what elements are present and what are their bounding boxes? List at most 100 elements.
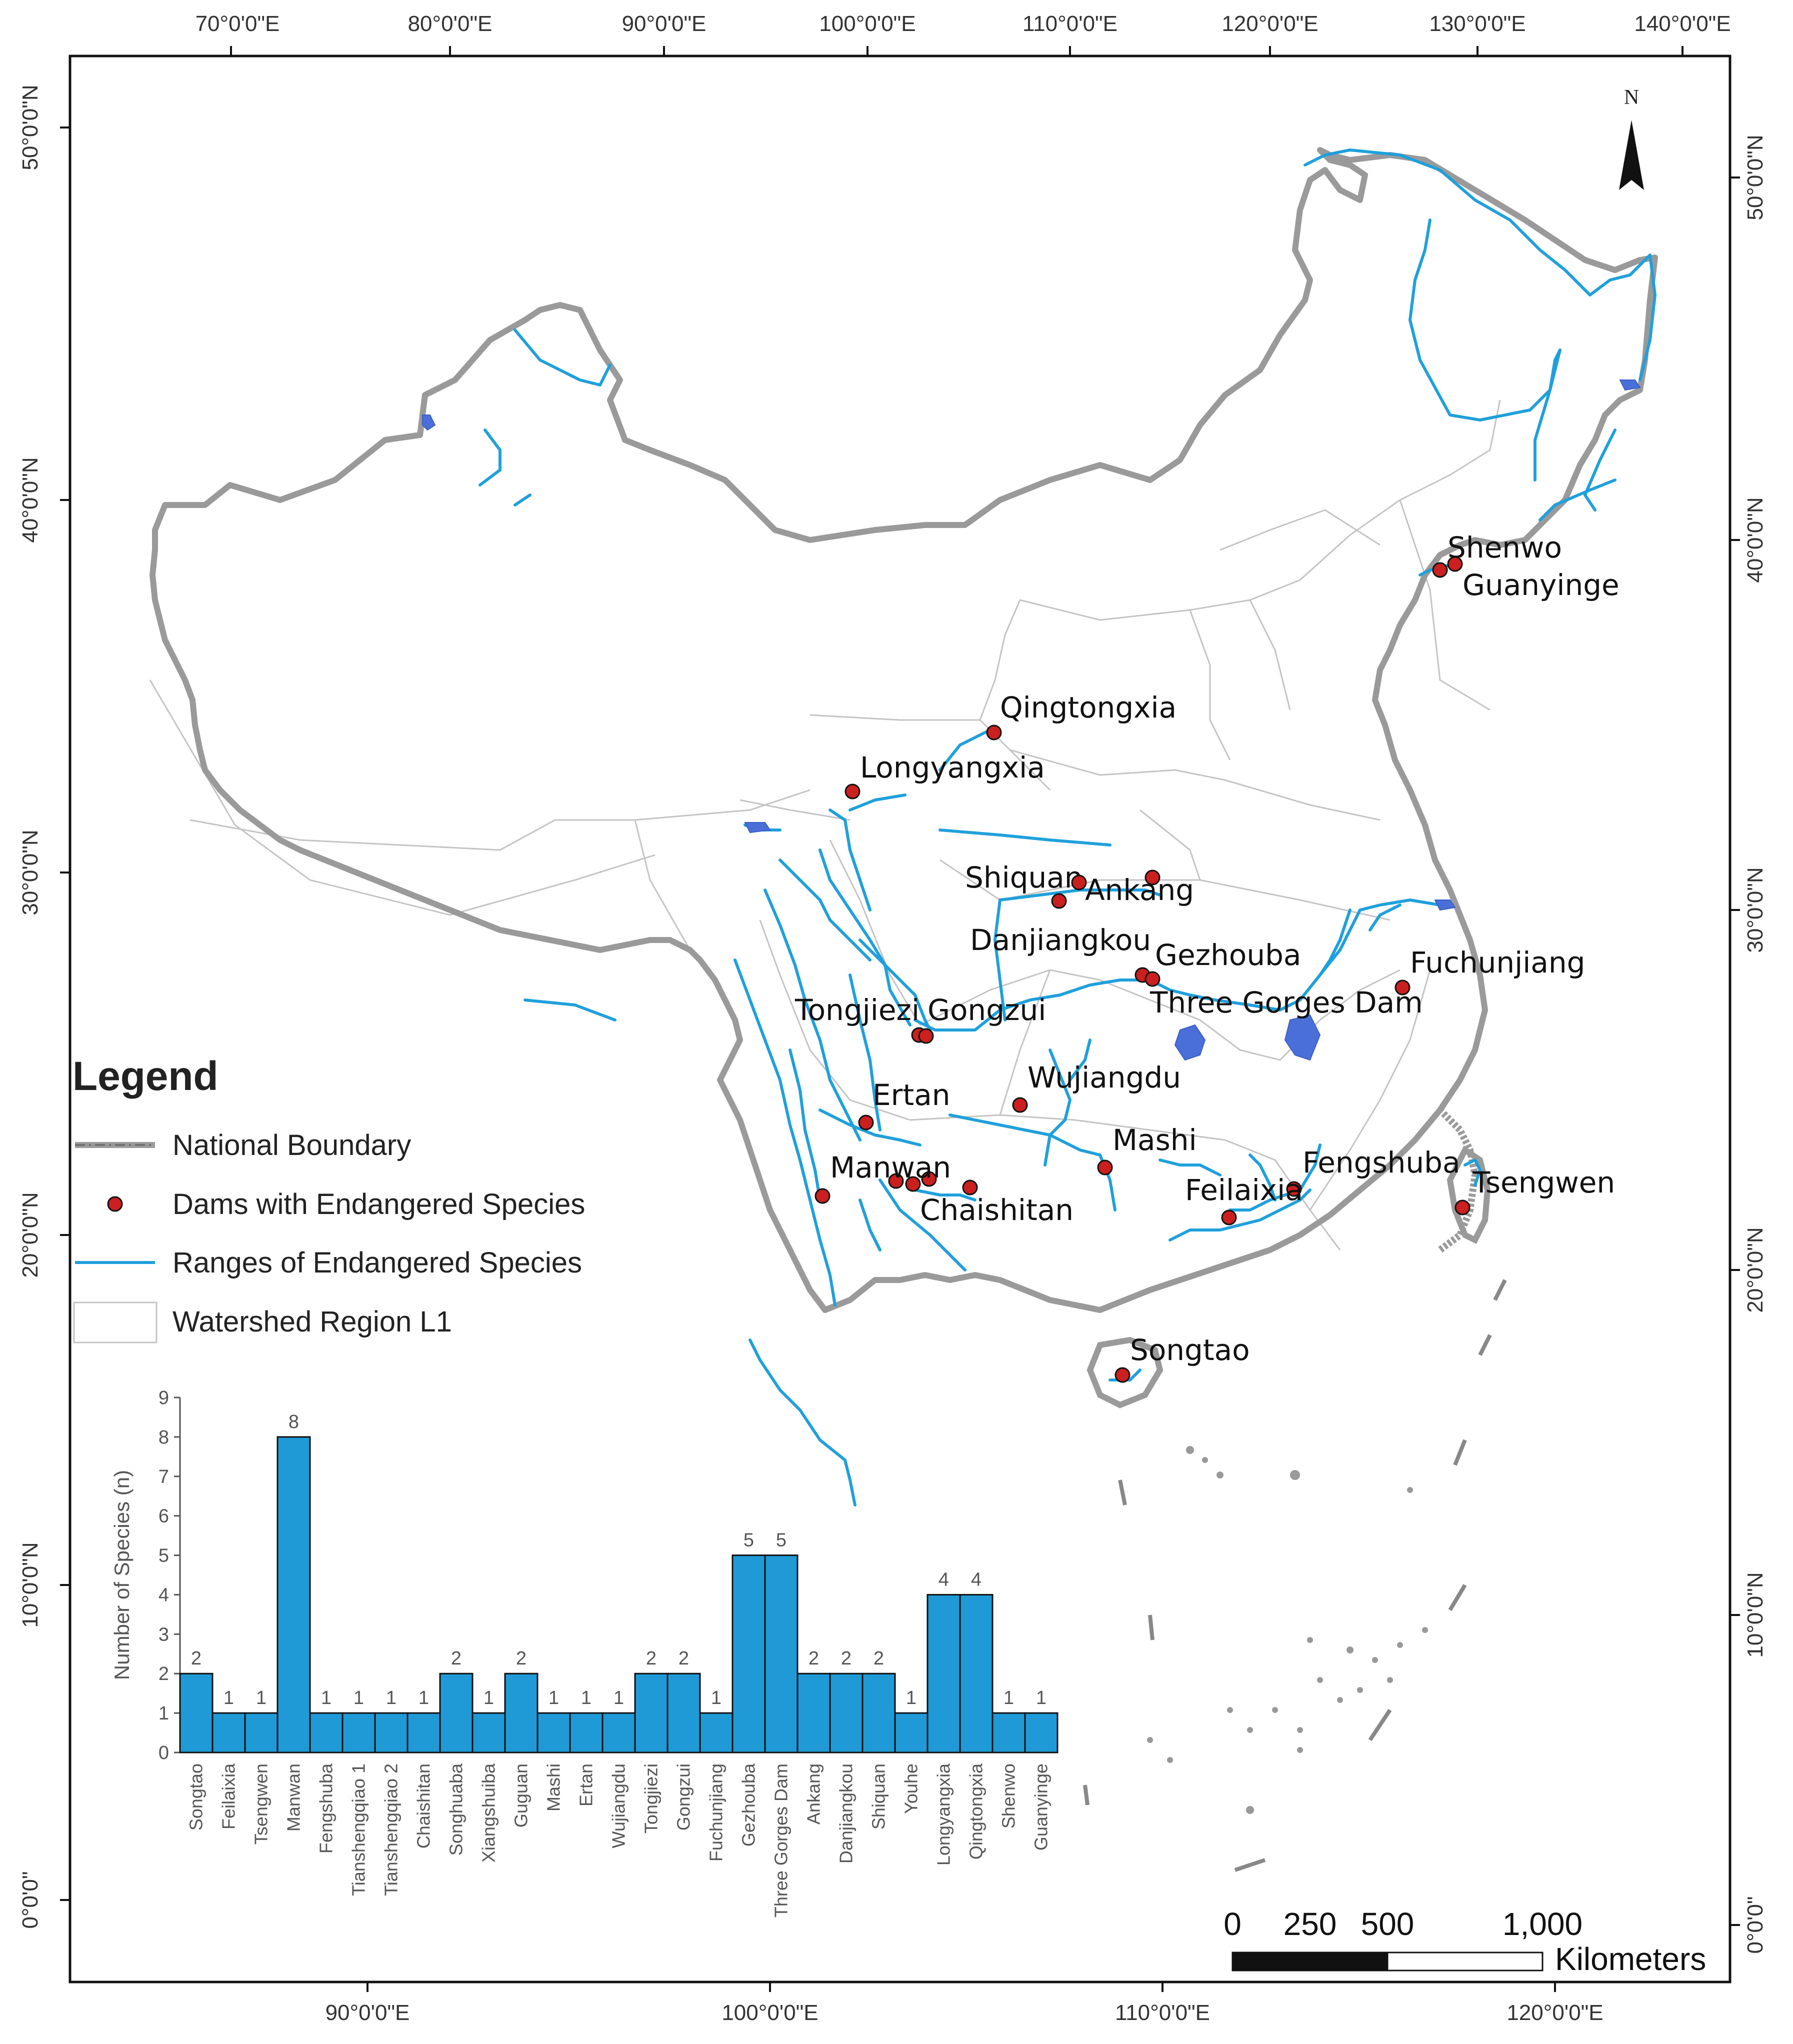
bar (862, 1672, 896, 1754)
bar (634, 1672, 668, 1754)
bar-value-label: 2 (516, 1648, 526, 1669)
bar (699, 1712, 734, 1754)
top-tick-label: 100°0'0"E (819, 12, 916, 36)
bar (796, 1672, 831, 1754)
bar (342, 1712, 376, 1754)
y-tick-label: 0 (158, 1742, 169, 1764)
dam-tongjiezi[interactable]: Tongjiezi (794, 993, 927, 1043)
national-boundary (150, 147, 1658, 1872)
legend-item-dam: Dams with Endangered Species (107, 1188, 585, 1220)
bar-value-label: 4 (971, 1569, 982, 1590)
dam-label: Fuchunjiang (1410, 946, 1585, 980)
dam-feilaixia[interactable]: Feilaixia (1185, 1173, 1303, 1226)
bar-category-label: Shiquan (868, 1764, 889, 1830)
bar-category-label: Qingtongxia (966, 1763, 986, 1860)
scale-label: 250 (1284, 1906, 1337, 1942)
bar-value-label: 2 (451, 1648, 462, 1669)
right-tick-label: 30°0'0"N (1743, 867, 1768, 952)
bottom-axis: 90°0'0"E 100°0'0"E 110°0'0"E 120°0'0"E (326, 1982, 1604, 2025)
dam-manwan[interactable]: Manwan (814, 1150, 951, 1204)
dam-three-gorges[interactable]: Three Gorges Dam (1144, 971, 1423, 1020)
left-tick-label: 30°0'0"N (18, 830, 42, 915)
dam-label: Tsengwen (1472, 1166, 1615, 1200)
dam-fuchunjiang[interactable]: Fuchunjiang (1394, 946, 1585, 996)
bar-category-label: Shenwo (998, 1764, 1019, 1828)
north-label: N (1624, 86, 1639, 109)
left-tick-label: 50°0'0"N (18, 84, 42, 170)
dam-label: Three Gorges Dam (1150, 986, 1423, 1020)
dam-qingtongxia[interactable]: Qingtongxia (986, 690, 1176, 740)
bottom-tick-label: 110°0'0"E (1115, 2000, 1210, 2025)
bar (1024, 1712, 1058, 1754)
dam-gongzui[interactable]: Gongzui (918, 993, 1046, 1044)
bar-value-label: 1 (548, 1688, 559, 1708)
species-bar-chart: 0 1 2 3 4 5 6 7 8 9 Number of Species (n) 2 Songtao 1… (110, 1388, 1058, 1918)
dams: Shenwo Guanyinge Qingtongxia Longyangxia… (794, 530, 1620, 1383)
legend: Legend National Boundary Dams with Endan… (72, 1054, 585, 1344)
dam-ankang[interactable]: Ankang (1085, 870, 1194, 907)
top-tick-label: 140°0'0"E (1634, 12, 1730, 36)
dam-label: Shiquan (965, 860, 1083, 894)
dam-label: Danjiangkou (970, 923, 1151, 957)
bar-category-label: Tianshengqiao 2 (381, 1764, 402, 1896)
bar-category-label: Fengshuba (316, 1763, 336, 1854)
bar-category-label: Wujiangdu (608, 1764, 629, 1848)
y-tick-label: 1 (158, 1703, 169, 1724)
dam-longyangxia[interactable]: Longyangxia (844, 750, 1045, 800)
bar (374, 1712, 408, 1754)
dam-guanyinge[interactable]: Guanyinge (1447, 556, 1620, 602)
bottom-tick-label: 100°0'0"E (722, 2000, 818, 2025)
top-tick-label: 70°0'0"E (196, 12, 280, 36)
legend-item-range: Ranges of Endangered Species (75, 1246, 582, 1279)
dam-wujiangdu[interactable]: Wujiangdu (1012, 1060, 1181, 1113)
bar (602, 1712, 636, 1754)
scale-bar: 0 250 500 1,000 Kilometers (1224, 1906, 1706, 1977)
dam-label: Chaishitan (920, 1193, 1074, 1227)
bar-value-label: 1 (1004, 1688, 1014, 1708)
dam-danjiangkou[interactable]: Danjiangkou (970, 874, 1151, 957)
y-tick-label: 8 (158, 1427, 169, 1448)
right-axis: 50°0'0"N 40°0'0"N 30°0'0"N 20°0'0"N 10°0… (1730, 134, 1768, 1954)
bar-category-label: Manwan (284, 1764, 304, 1832)
dam-gezhouba[interactable]: Gezhouba (1134, 938, 1301, 983)
bar-value-label: 2 (678, 1648, 689, 1669)
bar (764, 1554, 798, 1754)
dam-label: Longyangxia (860, 750, 1045, 784)
dam-shenwo[interactable]: Shenwo (1432, 530, 1562, 578)
bar-value-label: 1 (256, 1688, 266, 1708)
scale-label: 500 (1361, 1906, 1414, 1942)
left-tick-label: 10°0'0"N (18, 1542, 42, 1628)
bar-category-label: Fuchunjiang (706, 1764, 726, 1862)
bar-category-label: Feilaixia (218, 1763, 239, 1830)
right-tick-label: 50°0'0"N (1743, 134, 1768, 220)
bar-category-label: Danjiangkou (836, 1764, 856, 1864)
bar-value-label: 2 (808, 1648, 819, 1669)
dam-shiquan[interactable]: Shiquan (965, 860, 1083, 909)
bar-category-label: Songhuaba (446, 1763, 466, 1856)
dam-label: Mashi (1112, 1123, 1197, 1157)
y-tick-label: 4 (158, 1584, 169, 1606)
bar (244, 1712, 278, 1754)
bar-value-label: 4 (938, 1569, 949, 1590)
dam-mashi[interactable]: Mashi (1097, 1123, 1197, 1176)
top-tick-label: 80°0'0"E (408, 12, 492, 36)
bar (212, 1712, 246, 1754)
y-tick-label: 9 (158, 1388, 169, 1408)
bar-value-label: 1 (386, 1688, 396, 1708)
dam-tsengwen[interactable]: Tsengwen (1454, 1166, 1615, 1216)
bar (472, 1712, 506, 1754)
dam-fengshuba[interactable]: Fengshuba (1286, 1146, 1460, 1197)
dam-label: Gongzui (928, 993, 1046, 1027)
dam-ertan[interactable]: Ertan (858, 1078, 950, 1130)
dam-songtao[interactable]: Songtao (1114, 1333, 1250, 1383)
dam-label: Songtao (1130, 1333, 1250, 1367)
bar (992, 1712, 1026, 1754)
bar-value-label: 1 (354, 1688, 364, 1708)
bar-value-label: 2 (191, 1648, 202, 1669)
legend-label: National Boundary (172, 1129, 411, 1162)
top-tick-label: 110°0'0"E (1022, 12, 1118, 36)
scale-label: 0 (1224, 1906, 1242, 1942)
dam-chaishitan[interactable]: Chaishitan (920, 1180, 1074, 1227)
north-arrow-icon: N (1619, 86, 1644, 190)
bar-category-label: Songtao (186, 1764, 206, 1830)
